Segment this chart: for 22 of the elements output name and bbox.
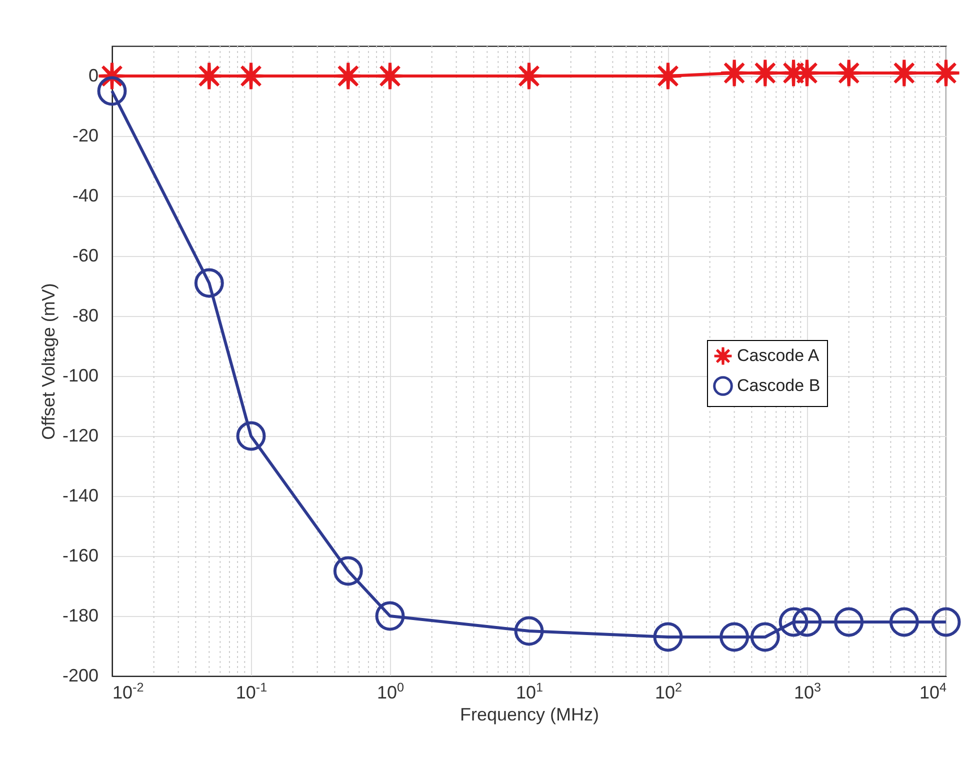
y-tick-label: -60 [72,246,98,266]
y-tick-label: 0 [88,66,98,86]
x-tick-label: 10$^{1}$ [516,680,544,702]
y-tick-label: -80 [72,306,98,326]
x-tick-label: 10$^{-1}$ [236,680,268,702]
y-tick-label: -120 [62,426,98,446]
legend-label: Cascode B [737,376,820,395]
x-axis-title: Frequency (MHz) [460,704,600,724]
y-tick-label: -160 [62,546,98,566]
x-tick-label: 10$^{3}$ [794,680,822,702]
x-tick-label: 10$^{-2}$ [112,680,144,702]
legend-label: Cascode A [737,346,820,365]
x-tick-label: 10$^{0}$ [376,680,404,702]
x-tick-label: 10$^{2}$ [654,680,682,702]
y-tick-label: -20 [72,126,98,146]
y-tick-label: -180 [62,606,98,626]
y-tick-label: -140 [62,486,98,506]
y-axis-title: Offset Voltage (mV) [38,283,58,440]
x-tick-label: 10$^{4}$ [919,680,946,702]
y-tick-label: -100 [62,366,98,386]
y-tick-label: -40 [72,186,98,206]
y-tick-label: -200 [62,666,98,686]
